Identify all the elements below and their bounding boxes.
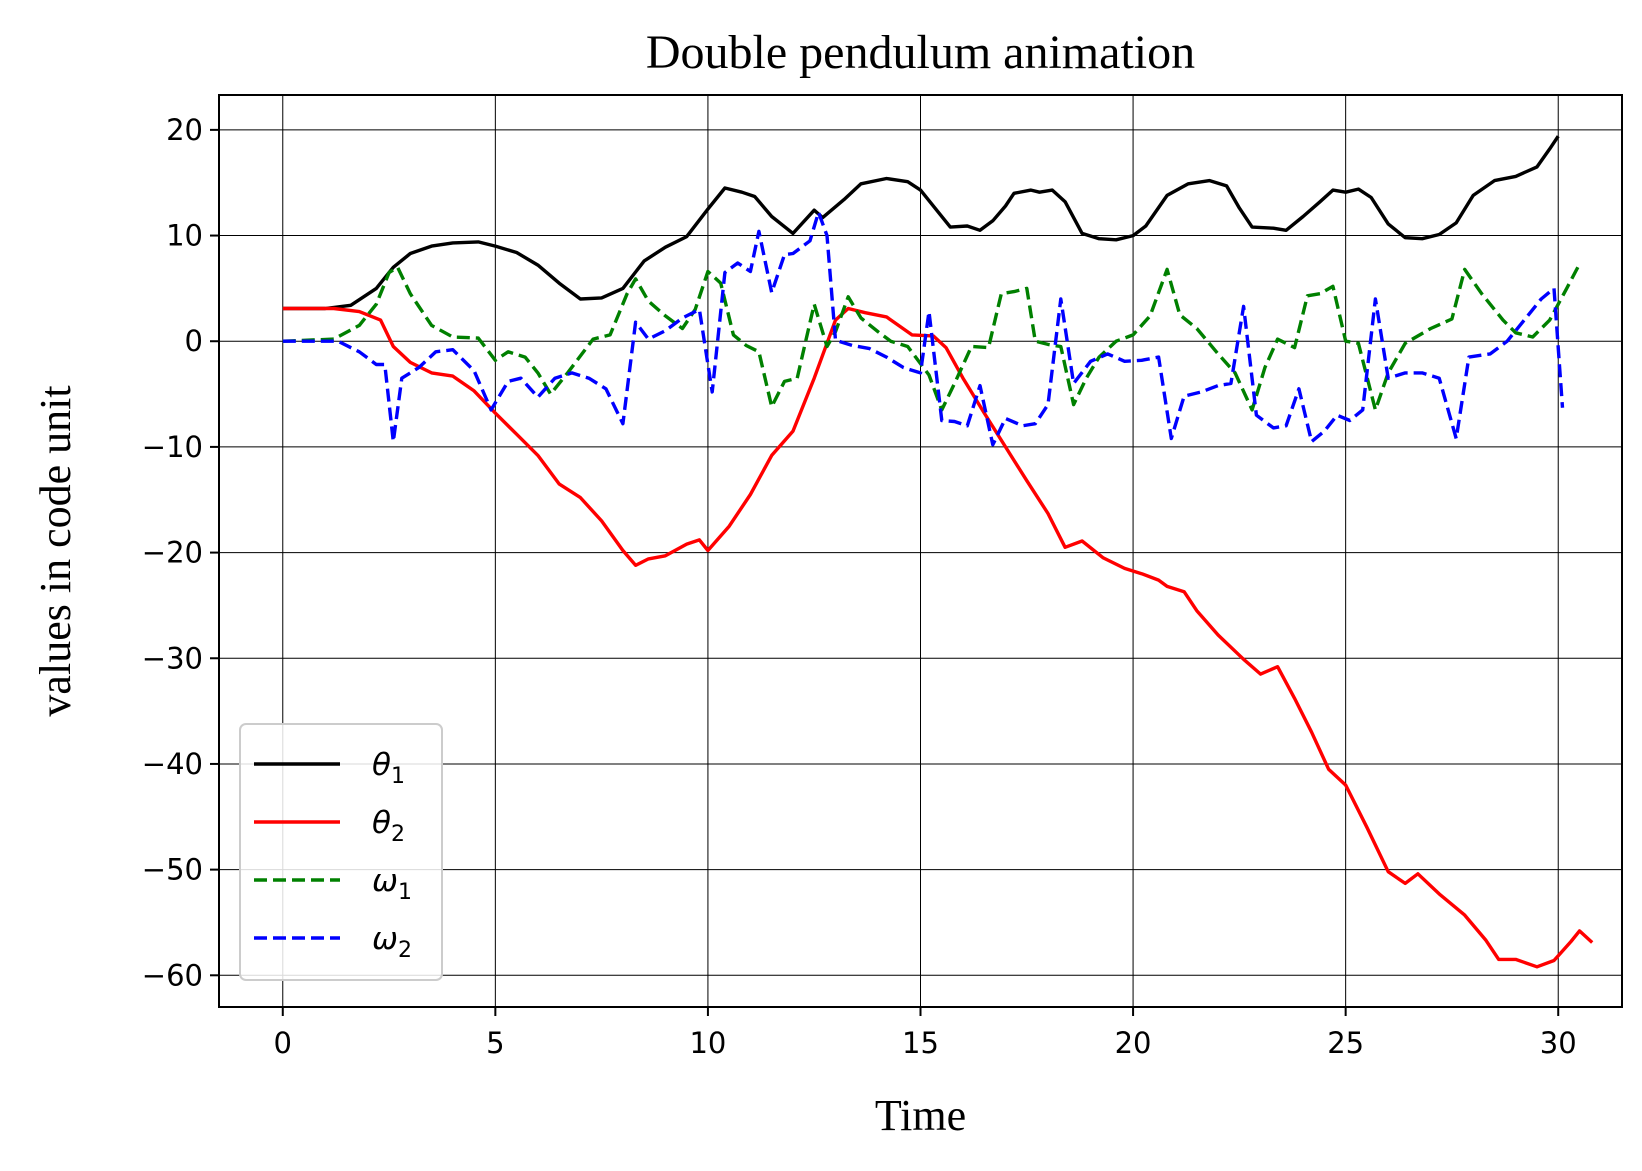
y-tick-label: −20: [142, 536, 203, 570]
y-tick-label: −50: [142, 853, 203, 887]
series-layer: [282, 135, 1594, 969]
series-line-2: [282, 306, 1594, 969]
legend: θ1 θ2 ω1 ω2: [239, 723, 443, 981]
grid: [219, 95, 1622, 1007]
y-tick-label: 10: [166, 219, 203, 253]
y-tick-label: −40: [142, 747, 203, 781]
x-tick-label: 5: [486, 1026, 504, 1060]
series-line-4: [282, 210, 1565, 447]
chart-title: Double pendulum animation: [646, 26, 1195, 79]
x-tick-label: 20: [1115, 1026, 1152, 1060]
x-axis-label: Time: [875, 1091, 966, 1140]
x-tick-label: 30: [1540, 1026, 1577, 1060]
y-tick-label: 20: [166, 113, 203, 147]
legend-box: [239, 723, 443, 981]
x-tick-label: 25: [1327, 1026, 1364, 1060]
legend-label-3: ω1: [372, 863, 412, 905]
x-tick-label: 0: [274, 1026, 292, 1060]
y-axis-label: values in code unit: [31, 385, 80, 716]
y-tick-label: −10: [142, 430, 203, 464]
y-tick-label: −30: [142, 641, 203, 675]
y-tick-label: 0: [185, 324, 203, 358]
x-tick-label: 10: [689, 1026, 726, 1060]
y-tick-label: −60: [142, 958, 203, 992]
legend-label-4: ω2: [372, 921, 412, 963]
series-line-1: [282, 135, 1560, 311]
legend-label-2: θ2: [372, 805, 405, 847]
ticks: 0 5 10 15 20 25 30 20 10 0 −10 −20 −30 −40 −50 −60: [142, 113, 1577, 1060]
legend-label-1: θ1: [372, 747, 405, 789]
series-line-3: [282, 263, 1582, 412]
x-tick-label: 15: [902, 1026, 939, 1060]
